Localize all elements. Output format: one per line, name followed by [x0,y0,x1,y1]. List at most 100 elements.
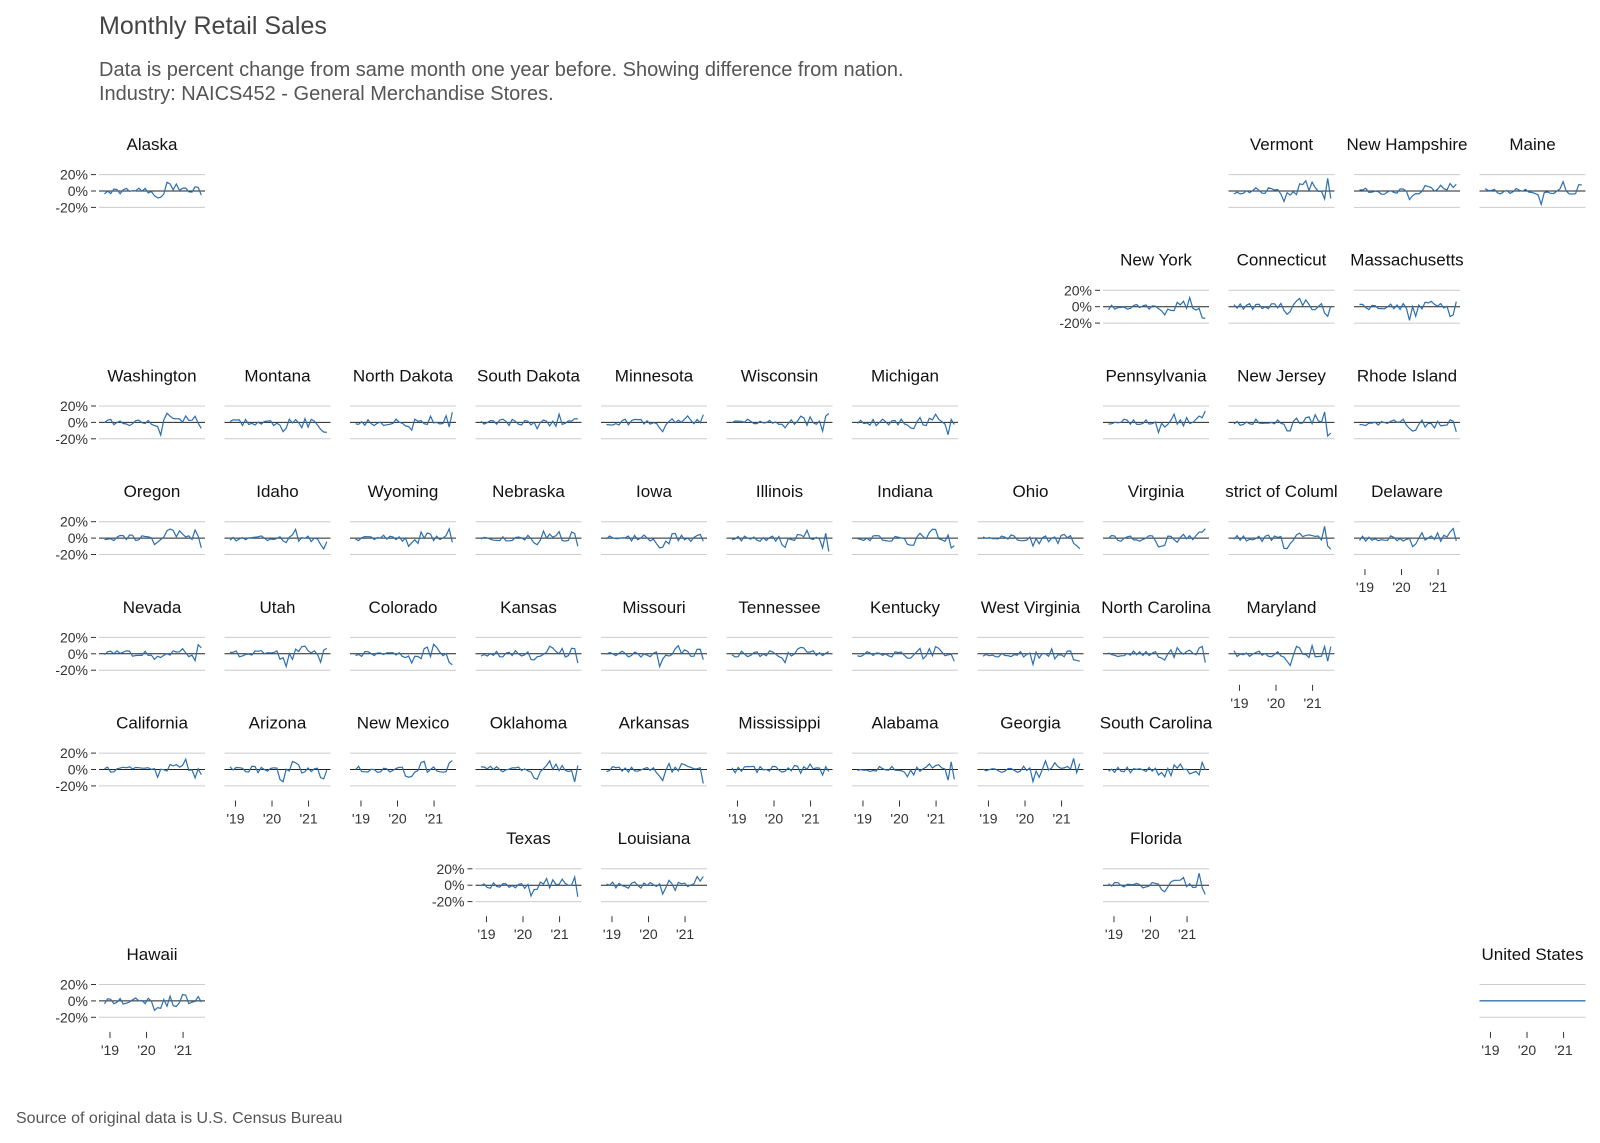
y-tick-label: 20% [60,745,88,761]
facet-label: Rhode Island [1357,366,1457,385]
series-line [1359,527,1457,548]
facet-washington: Washington 20%0%-20% [55,366,205,447]
facet-label: Pennsylvania [1105,366,1207,385]
series-line [606,761,704,784]
series-line [103,993,202,1012]
y-tick-label: 0% [444,877,464,893]
facet-arizona: Arizona '19 '20 '21 [224,714,331,827]
facet-label: Vermont [1250,135,1314,154]
x-tick-label: '21 [927,811,945,827]
x-tick-label: '19 [1481,1042,1499,1058]
x-tick-label: '19 [1230,695,1248,711]
facet-wisconsin: Wisconsin [726,366,833,440]
facet-virginia: Virginia [1103,482,1209,555]
y-tick-label: 20% [60,514,88,530]
facet-massachusetts: Massachusetts [1350,251,1464,324]
series-line [1108,645,1206,663]
facet-missouri: Missouri [601,598,707,671]
series-line [355,527,453,548]
series-line [1359,418,1457,432]
x-tick-label: '19 [728,811,746,827]
facet-label: Mississippi [738,714,820,733]
facet-label: Washington [107,366,196,385]
facet-label: Louisiana [618,829,691,848]
facet-label: Georgia [1000,714,1061,733]
x-tick-label: '20 [890,811,908,827]
series-line [1108,528,1206,548]
series-line [480,759,579,782]
series-line [731,528,830,552]
series-line [731,413,830,434]
series-line [857,645,955,662]
facet-label: Kansas [500,598,557,617]
x-tick-label: '21 [550,926,568,942]
series-line [857,761,955,781]
x-tick-label: '20 [263,811,281,827]
facet-new-jersey: New Jersey [1228,366,1335,440]
x-tick-label: '20 [388,811,406,827]
facet-label: Virginia [1128,482,1185,501]
facet-indiana: Indiana [852,482,958,555]
series-line [1108,410,1206,435]
y-tick-label: -20% [432,894,465,910]
y-tick-label: -20% [55,1009,88,1025]
facet-label: Tennessee [738,598,820,617]
series-line [1233,178,1332,204]
series-line [355,643,453,666]
facet-tennessee: Tennessee [726,598,833,671]
series-line [606,644,704,669]
facet-connecticut: Connecticut [1228,251,1335,324]
series-line [982,647,1080,667]
series-line [104,528,202,549]
facet-label: Hawaii [126,945,177,964]
series-line [1484,180,1582,207]
y-tick-label: 20% [60,629,88,645]
x-tick-label: '20 [1392,579,1410,595]
facet-delaware: Delaware '19 '20 '21 [1354,482,1460,595]
facet-label: Texas [506,829,550,848]
series-line [606,414,704,433]
y-tick-label: -20% [55,662,88,678]
x-tick-label: '20 [1267,695,1285,711]
facet-iowa: Iowa [601,482,707,555]
facet-label: Nevada [123,598,182,617]
facet-label: Utah [260,598,296,617]
x-tick-label: '19 [226,811,244,827]
y-tick-label: 0% [68,993,88,1009]
series-line [480,645,579,664]
series-line [480,411,578,431]
y-tick-label: 0% [1072,299,1092,315]
facet-rhode-island: Rhode Island [1354,366,1460,440]
facet-label: Wisconsin [741,366,818,385]
facet-new-mexico: New Mexico '19 '20 '21 [350,714,456,827]
facet-alabama: Alabama '19 '20 '21 [852,714,958,827]
facet-label: West Virginia [981,598,1081,617]
facet-label: New York [1120,251,1192,270]
facet-louisiana: Louisiana '19 '20 '21 [601,829,707,942]
facet-label: Kentucky [870,598,940,617]
y-tick-label: 20% [60,167,88,183]
series-line [104,181,202,199]
y-tick-label: -20% [55,431,88,447]
y-tick-label: 20% [60,977,88,993]
facet-west-virginia: West Virginia [977,598,1084,671]
x-tick-label: '19 [101,1042,119,1058]
series-line [1233,411,1332,438]
series-line [1359,300,1457,321]
facet-label: Maryland [1247,598,1317,617]
facet-label: Massachusetts [1350,251,1463,270]
facet-south-dakota: South Dakota [475,366,582,440]
series-line [857,413,955,435]
facet-label: United States [1481,945,1583,964]
y-tick-label: 0% [68,646,88,662]
chart-title: Monthly Retail Sales [99,12,327,40]
series-line [104,757,202,780]
series-line [606,532,704,549]
facet-nevada: Nevada 20%0%-20% [55,598,205,678]
facet-label: North Dakota [353,366,454,385]
facet-georgia: Georgia '19 '20 '21 [977,714,1084,827]
x-tick-label: '21 [1303,695,1321,711]
series-line [355,412,453,432]
x-tick-label: '19 [1356,579,1374,595]
facet-vermont: Vermont [1228,135,1335,208]
